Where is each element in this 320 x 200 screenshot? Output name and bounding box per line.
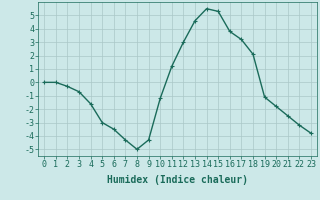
X-axis label: Humidex (Indice chaleur): Humidex (Indice chaleur) <box>107 175 248 185</box>
